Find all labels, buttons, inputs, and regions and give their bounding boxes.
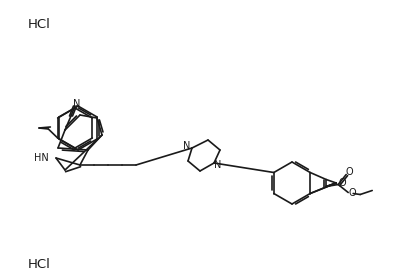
Text: O: O: [338, 178, 346, 188]
Text: HCl: HCl: [28, 18, 51, 31]
Text: N: N: [183, 141, 191, 151]
Text: HCl: HCl: [28, 258, 51, 271]
Text: HN: HN: [34, 153, 49, 163]
Text: O: O: [345, 167, 353, 176]
Text: O: O: [349, 188, 356, 199]
Text: N: N: [214, 160, 222, 170]
Text: N: N: [74, 99, 81, 109]
